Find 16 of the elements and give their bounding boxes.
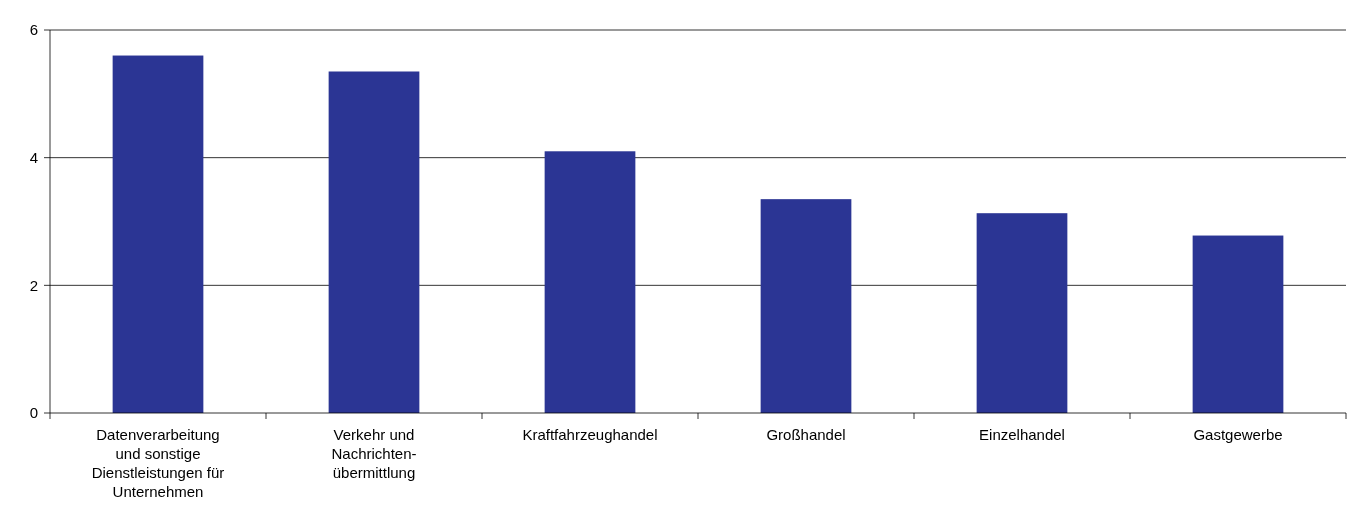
y-tick-label: 4 (29, 148, 38, 166)
x-tick-label: Einzelhandel (979, 426, 1065, 443)
y-tick-label: 2 (29, 276, 38, 294)
x-tick-label: Verkehr und Nachrichten-übermittlung (331, 426, 417, 481)
y-tick-label: 6 (29, 21, 38, 39)
x-tick-label: Kraftfahrzeughandel (522, 426, 658, 443)
bar (328, 71, 420, 413)
x-tick-label: Gastgewerbe (1193, 426, 1283, 443)
x-tick-label: Großhandel (766, 426, 846, 443)
x-tick-label: Datenverarbeitung und sonstige Dienstleistungen für Unternehmen (91, 426, 225, 500)
bar (544, 151, 636, 413)
bar (760, 199, 852, 413)
bar (112, 55, 204, 413)
y-tick-label: 0 (29, 404, 38, 422)
bar (1192, 235, 1284, 413)
bar (976, 213, 1068, 413)
